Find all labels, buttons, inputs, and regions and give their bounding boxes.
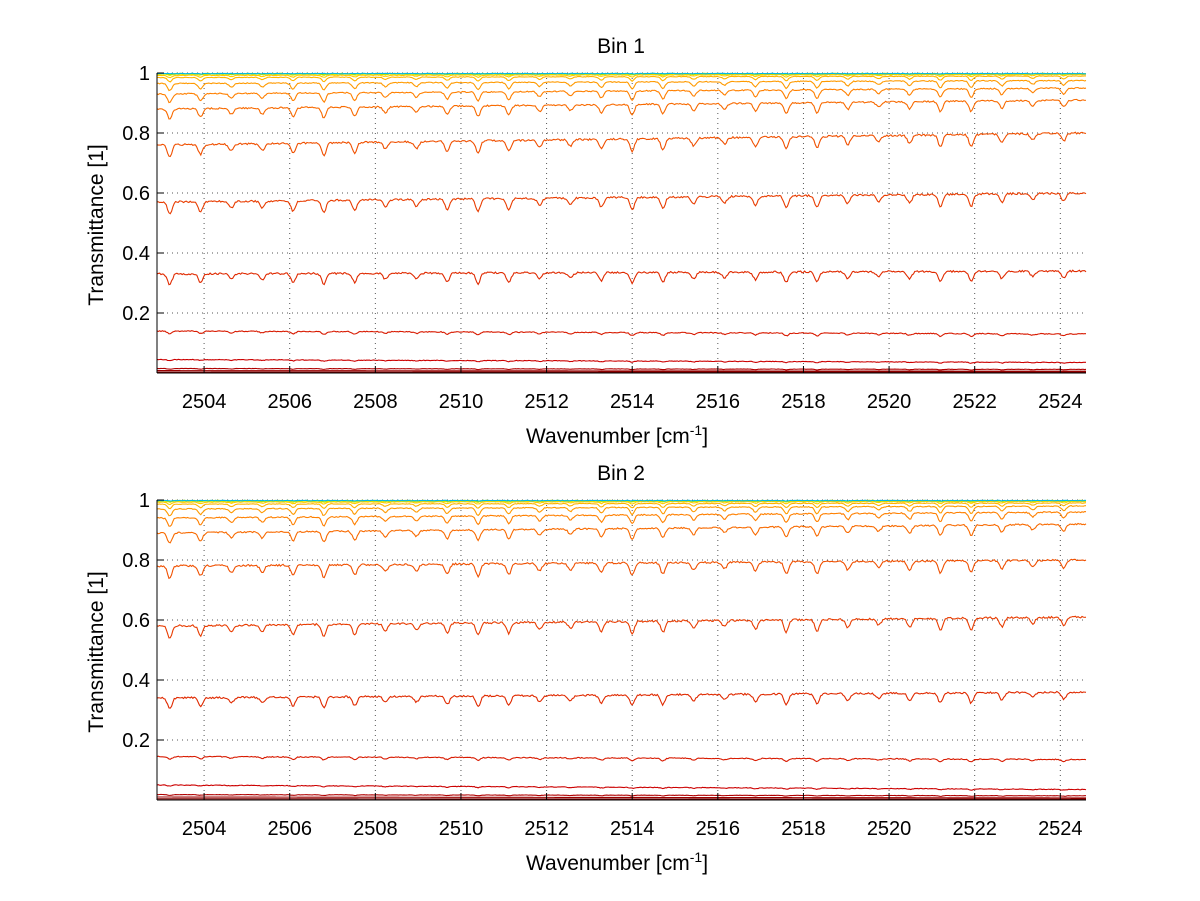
x-tick-label: 2518 — [781, 391, 826, 413]
y-tick-label: 0.8 — [122, 123, 150, 145]
plot-title: Bin 2 — [597, 462, 645, 485]
series-line — [156, 793, 1087, 797]
x-axis-label: Wavenumber [cm-1] — [526, 422, 708, 448]
x-tick-label: 2514 — [610, 818, 655, 840]
x-tick-label: 2512 — [524, 818, 569, 840]
series-group — [156, 72, 1087, 373]
x-tick-label: 2522 — [952, 391, 997, 413]
x-tick-label: 2520 — [867, 818, 912, 840]
x-tick-label: 2516 — [696, 818, 741, 840]
x-tick-label: 2504 — [182, 391, 227, 413]
series-line — [156, 131, 1087, 158]
series-line — [156, 330, 1087, 338]
x-tick-labels: 2504 2506 2508 2510 2512 2514 2516 2518 2520 2522… — [182, 391, 1083, 413]
series-line — [156, 522, 1087, 544]
series-line — [156, 79, 1087, 92]
x-tick-label: 2512 — [524, 391, 569, 413]
series-line — [156, 502, 1087, 510]
series-line — [156, 690, 1087, 709]
series-line — [156, 98, 1087, 120]
x-tick-label: 2506 — [267, 391, 312, 413]
series-line — [157, 370, 1086, 372]
y-tick-label: 0.2 — [122, 303, 150, 325]
y-tick-label: 0.8 — [122, 550, 150, 572]
grid — [157, 499, 1086, 800]
series-line — [156, 367, 1087, 371]
series-line — [156, 358, 1087, 364]
panel-bin-1: Bin 1 2504 2506 2508 2510 2512 2514 2516 2518 25… — [85, 35, 1087, 448]
series-line — [156, 558, 1087, 580]
x-tick-label: 2508 — [353, 818, 398, 840]
y-tick-labels: 0.2 0.4 0.6 0.8 1 — [122, 490, 150, 752]
y-tick-label: 0.4 — [122, 670, 150, 692]
series-line — [156, 75, 1087, 83]
series-line — [156, 86, 1087, 104]
series-line — [156, 191, 1087, 215]
grid — [157, 72, 1086, 373]
x-tick-label: 2510 — [439, 818, 484, 840]
y-tick-label: 1 — [139, 63, 150, 85]
y-axis-label: Transmittance [1] — [85, 144, 108, 305]
x-tick-labels: 2504 2506 2508 2510 2512 2514 2516 2518 2520 2522… — [182, 818, 1083, 840]
series-line — [156, 755, 1087, 763]
series-group — [156, 499, 1087, 800]
x-tick-label: 2504 — [182, 818, 227, 840]
axes — [156, 72, 1086, 374]
series-line — [156, 499, 1087, 502]
series-line — [156, 510, 1087, 527]
x-tick-label: 2524 — [1038, 818, 1083, 840]
x-tick-label: 2522 — [952, 818, 997, 840]
x-axis-label: Wavenumber [cm-1] — [526, 849, 708, 875]
y-tick-label: 0.6 — [122, 610, 150, 632]
x-tick-label: 2516 — [696, 391, 741, 413]
y-tick-label: 0.4 — [122, 243, 150, 265]
axes — [156, 499, 1086, 801]
y-tick-label: 0.6 — [122, 183, 150, 205]
series-line — [157, 796, 1086, 799]
series-line — [156, 615, 1087, 639]
panel-bin-2: Bin 2 2504 2506 2508 2510 2512 2514 2516 2518 25… — [85, 462, 1087, 875]
y-tick-labels: 0.2 0.4 0.6 0.8 1 — [122, 63, 150, 325]
series-line — [156, 72, 1087, 75]
series-line — [156, 269, 1087, 286]
y-tick-label: 0.2 — [122, 730, 150, 752]
x-tick-label: 2518 — [781, 818, 826, 840]
y-axis-label: Transmittance [1] — [85, 571, 108, 732]
x-tick-label: 2510 — [439, 391, 484, 413]
x-tick-label: 2520 — [867, 391, 912, 413]
x-tick-label: 2508 — [353, 391, 398, 413]
x-tick-label: 2514 — [610, 391, 655, 413]
y-tick-label: 1 — [139, 490, 150, 512]
plot-title: Bin 1 — [597, 35, 645, 58]
x-tick-label: 2524 — [1038, 391, 1083, 413]
series-line — [156, 784, 1087, 791]
x-tick-label: 2506 — [267, 818, 312, 840]
series-line — [156, 504, 1087, 517]
